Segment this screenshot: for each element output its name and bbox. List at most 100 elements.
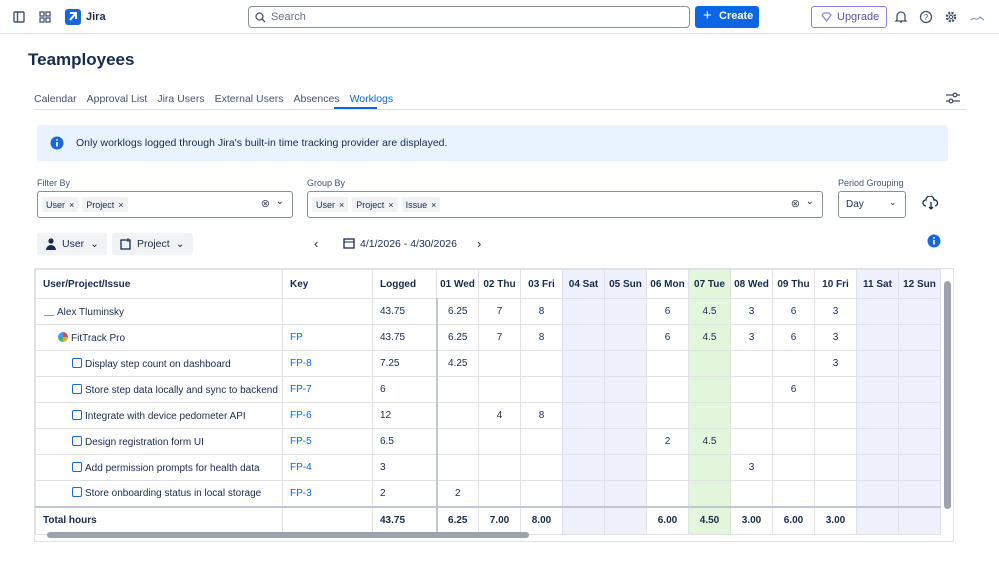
table-cell [646, 350, 689, 377]
table-cell: 2 [372, 480, 438, 507]
user-button[interactable]: User ⌄ [37, 233, 107, 255]
issue-key[interactable]: FP-7 [290, 384, 312, 395]
column-header: 02 Thu [478, 269, 521, 299]
table-cell [604, 505, 647, 535]
issue-icon [72, 357, 82, 368]
table-cell: 6 [646, 298, 689, 325]
issue-icon [72, 383, 82, 394]
table-cell [562, 454, 605, 481]
table-cell [520, 428, 563, 455]
app-switcher[interactable] [39, 11, 51, 23]
column-header: Key [282, 269, 373, 299]
create-button[interactable]: + Create [695, 6, 759, 28]
table-cell: Alex Tluminsky [35, 298, 283, 325]
table-cell [478, 350, 521, 377]
column-header: 06 Mon [646, 269, 689, 299]
cell-text: 3.00 [825, 515, 846, 527]
table-cell: 7 [478, 324, 521, 351]
cell-text: Add permission prompts for health data [85, 462, 260, 474]
clear-button[interactable]: ⊗ [790, 198, 800, 210]
cell-text: 3 [832, 358, 839, 369]
info-text: Only worklogs logged through Jira's buil… [76, 137, 448, 149]
download[interactable] [922, 196, 940, 210]
table-cell [814, 428, 857, 455]
chip-label: User [46, 200, 66, 210]
issue-key[interactable]: FP-4 [290, 462, 312, 473]
cell-text: 7 [496, 306, 503, 317]
chip-remove[interactable]: × [69, 200, 75, 210]
issue-key[interactable]: FP-6 [290, 410, 312, 421]
h-scrollbar[interactable] [47, 532, 529, 538]
issue-key[interactable]: FP-3 [290, 487, 312, 499]
cell-text: 43.75 [380, 332, 406, 343]
cell-text: 3 [832, 306, 839, 317]
prev-period[interactable]: ‹ [314, 236, 319, 251]
table-row: Design registration form UI FP-5 6.5 2 4.5 [35, 428, 941, 455]
upgrade-button[interactable]: Upgrade [811, 6, 887, 28]
cell-text: 7.25 [380, 358, 400, 369]
column-header: 07 Tue [688, 269, 731, 299]
chip-remove[interactable]: × [118, 200, 124, 210]
cell-text: 6.25 [448, 332, 468, 343]
project-button[interactable]: Project ⌄ [112, 233, 193, 255]
table-cell [604, 480, 647, 507]
chip-remove[interactable]: × [388, 200, 394, 210]
tab[interactable]: Calendar [34, 93, 77, 105]
filter-select[interactable]: User × Project × ⊗ ⌄ [37, 191, 293, 218]
issue-key[interactable]: FP-5 [290, 436, 312, 447]
issue-icon [72, 461, 82, 472]
info-icon[interactable] [927, 234, 941, 248]
period-select[interactable]: Day ⌄ [838, 191, 906, 218]
chip-remove[interactable]: × [339, 200, 345, 210]
table-cell [478, 454, 521, 481]
issue-icon [72, 435, 82, 446]
jira-logo[interactable] [65, 9, 81, 25]
search-box[interactable]: Search [248, 6, 690, 28]
issue-key[interactable]: FP [290, 332, 303, 343]
cell-text: 7.00 [489, 515, 510, 527]
chip-remove[interactable]: × [431, 200, 437, 210]
cell-text: Total hours [43, 515, 97, 527]
cell-text: 8 [538, 410, 545, 421]
info-banner: Only worklogs logged through Jira's buil… [37, 125, 948, 161]
tab[interactable]: Worklogs [349, 93, 394, 105]
cell-text: 12 [380, 410, 392, 421]
profile[interactable] [970, 10, 986, 24]
table-cell: 3 [814, 350, 857, 377]
notifications[interactable] [894, 10, 908, 24]
table-cell: 6.25 [436, 505, 479, 535]
cell-text: 6.00 [783, 515, 804, 527]
next-period[interactable]: › [477, 236, 482, 251]
table-cell: 4.50 [688, 505, 731, 535]
settings[interactable] [944, 10, 958, 24]
chevron[interactable]: ⌄ [275, 196, 284, 207]
settings-sliders[interactable] [946, 92, 960, 104]
table-cell: 43.75 [372, 298, 438, 325]
cell-text: Store onboarding status in local storage [85, 488, 262, 500]
table-cell [772, 402, 815, 429]
sidebar-toggle[interactable] [13, 11, 25, 23]
column-header: 10 Fri [814, 269, 857, 299]
help[interactable]: ? [919, 10, 933, 24]
table-cell: FP-8 [282, 350, 373, 377]
table-cell: 6 [772, 376, 815, 403]
chip: User × [42, 197, 79, 212]
worklog-table: User/Project/Issue Key Logged 01 Wed 02 Thu 0… [35, 269, 941, 535]
table-cell [814, 376, 857, 403]
user-icon [44, 306, 54, 316]
table-cell: 2 [436, 480, 479, 507]
cell-text: 7 [496, 332, 503, 343]
cell-text: 6 [790, 306, 797, 317]
tab[interactable]: Jira Users [157, 93, 205, 105]
table-cell [562, 298, 605, 325]
tab[interactable]: External Users [214, 93, 284, 105]
v-scrollbar[interactable] [944, 281, 951, 509]
issue-key[interactable]: FP-8 [290, 358, 312, 369]
tab[interactable]: Approval List [86, 93, 148, 105]
chevron[interactable]: ⌄ [805, 196, 814, 207]
group-select[interactable]: User × Project × Issue × ⊗ ⌄ [307, 191, 823, 218]
cell-text: 2 [664, 436, 671, 447]
clear-button[interactable]: ⊗ [260, 198, 270, 210]
cell-text: 4.5 [702, 306, 717, 317]
tab[interactable]: Absences [293, 93, 340, 105]
